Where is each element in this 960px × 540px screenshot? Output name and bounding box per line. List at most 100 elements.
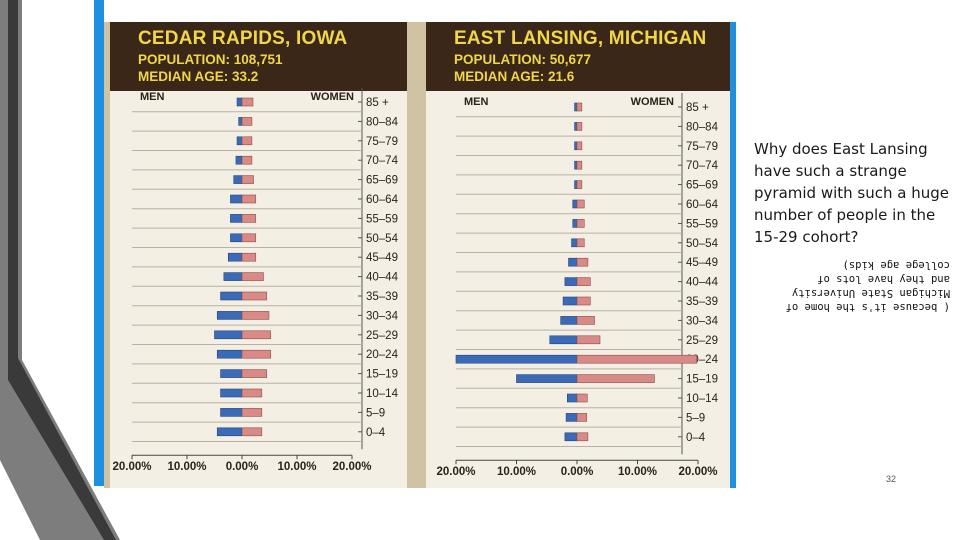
age-group-label: 65–69 <box>686 180 718 192</box>
chart-title: EAST LANSING, MICHIGAN <box>454 28 707 49</box>
age-group-label: 55–59 <box>366 213 398 225</box>
men-bar <box>227 252 243 262</box>
women-bar <box>576 102 583 112</box>
women-bar <box>241 291 268 301</box>
men-bar <box>230 233 243 243</box>
men-bar <box>233 175 243 184</box>
men-bar <box>571 238 578 248</box>
left-dark-stripe <box>8 0 116 540</box>
upside-down-answer: ( because it's the home of Michigan Stat… <box>785 259 950 313</box>
right-blue-stripe <box>730 22 736 488</box>
women-bar <box>241 136 253 146</box>
women-bar <box>241 175 254 184</box>
women-bar <box>576 354 698 364</box>
age-group-label: 5–9 <box>366 407 385 419</box>
women-bar <box>241 311 270 320</box>
age-group-label: 80–84 <box>366 116 399 128</box>
east-lansing-header: EAST LANSING, MICHIGAN POPULATION: 50,67… <box>426 22 730 91</box>
men-bar <box>564 277 578 286</box>
women-bar <box>241 117 253 126</box>
men-bar <box>574 160 578 170</box>
women-bar <box>241 388 263 398</box>
men-bar <box>236 97 243 107</box>
age-group-label: 75–79 <box>366 136 398 148</box>
men-bar <box>564 432 578 442</box>
women-bar <box>241 252 257 262</box>
age-group-label: 80–84 <box>686 121 719 133</box>
age-group-label: 75–79 <box>686 141 718 153</box>
age-group-label: 15–19 <box>366 369 398 381</box>
x-tick-label: 20.00% <box>436 466 475 478</box>
age-group-label: 45–49 <box>686 257 718 269</box>
population-label: POPULATION: 50,677 <box>454 52 592 67</box>
age-group-label: 60–64 <box>686 199 719 211</box>
men-bar <box>220 408 243 417</box>
age-group-label: 50–54 <box>366 233 399 245</box>
cedar-rapids-panel: CEDAR RAPIDS, IOWA POPULATION: 108,751 M… <box>110 22 407 488</box>
x-tick-label: 10.00% <box>497 466 536 478</box>
women-bar <box>241 97 254 107</box>
women-bar <box>576 393 588 403</box>
age-group-label: 40–44 <box>366 272 399 284</box>
men-label: MEN <box>464 96 489 108</box>
age-group-label: 35–39 <box>686 296 718 308</box>
women-bar <box>241 369 268 378</box>
women-bar <box>241 330 271 340</box>
men-bar <box>223 272 243 281</box>
men-bar <box>562 296 578 306</box>
men-bar <box>572 219 578 228</box>
women-bar <box>576 374 655 383</box>
men-label: MEN <box>140 91 165 103</box>
men-bar <box>230 214 243 223</box>
age-group-label: 35–39 <box>366 291 398 303</box>
women-bar <box>576 432 589 442</box>
men-bar <box>455 354 578 364</box>
men-bar <box>574 180 578 189</box>
women-bar <box>576 316 595 325</box>
men-bar <box>516 374 578 383</box>
men-bar <box>216 349 243 359</box>
men-bar <box>572 199 578 209</box>
age-group-label: 0–4 <box>686 432 706 444</box>
pyramid-scan: CEDAR RAPIDS, IOWA POPULATION: 108,751 M… <box>104 22 730 488</box>
median-age-label: MEDIAN AGE: 33.2 <box>138 69 259 84</box>
age-group-label: 15–19 <box>686 374 718 386</box>
men-bar <box>216 427 243 437</box>
x-tick-label: 20.00% <box>332 461 371 473</box>
x-tick-label: 10.00% <box>277 461 316 473</box>
x-tick-label: 20.00% <box>112 461 151 473</box>
men-bar <box>220 388 243 398</box>
men-bar <box>235 155 243 165</box>
women-bar <box>241 214 257 223</box>
women-bar <box>576 160 583 170</box>
age-group-label: 60–64 <box>366 194 399 206</box>
x-tick-label: 20.00% <box>678 466 717 478</box>
women-bar <box>241 272 264 281</box>
age-group-label: 30–34 <box>686 315 719 327</box>
x-tick-label: 0.00% <box>226 461 259 473</box>
women-bar <box>576 199 585 209</box>
age-group-label: 65–69 <box>366 175 398 187</box>
women-bar <box>576 180 583 189</box>
men-bar <box>549 335 578 345</box>
women-bar <box>576 238 585 248</box>
age-group-label: 85 + <box>686 102 709 114</box>
men-bar <box>214 330 243 340</box>
women-bar <box>576 141 583 151</box>
men-bar <box>230 194 243 204</box>
age-group-label: 55–59 <box>686 218 718 230</box>
left-blue-stripe <box>94 0 104 486</box>
women-bar <box>576 257 589 267</box>
women-bar <box>576 335 601 345</box>
x-tick-label: 10.00% <box>618 466 657 478</box>
age-group-label: 10–14 <box>686 393 719 405</box>
men-bar <box>574 122 578 131</box>
men-bar <box>220 369 243 378</box>
age-group-label: 0–4 <box>366 427 386 439</box>
age-group-label: 70–74 <box>686 160 719 172</box>
women-bar <box>576 219 585 228</box>
men-bar <box>560 316 578 325</box>
slide-number: 32 <box>886 474 897 484</box>
age-group-label: 25–29 <box>686 335 718 347</box>
women-bar <box>241 349 271 359</box>
